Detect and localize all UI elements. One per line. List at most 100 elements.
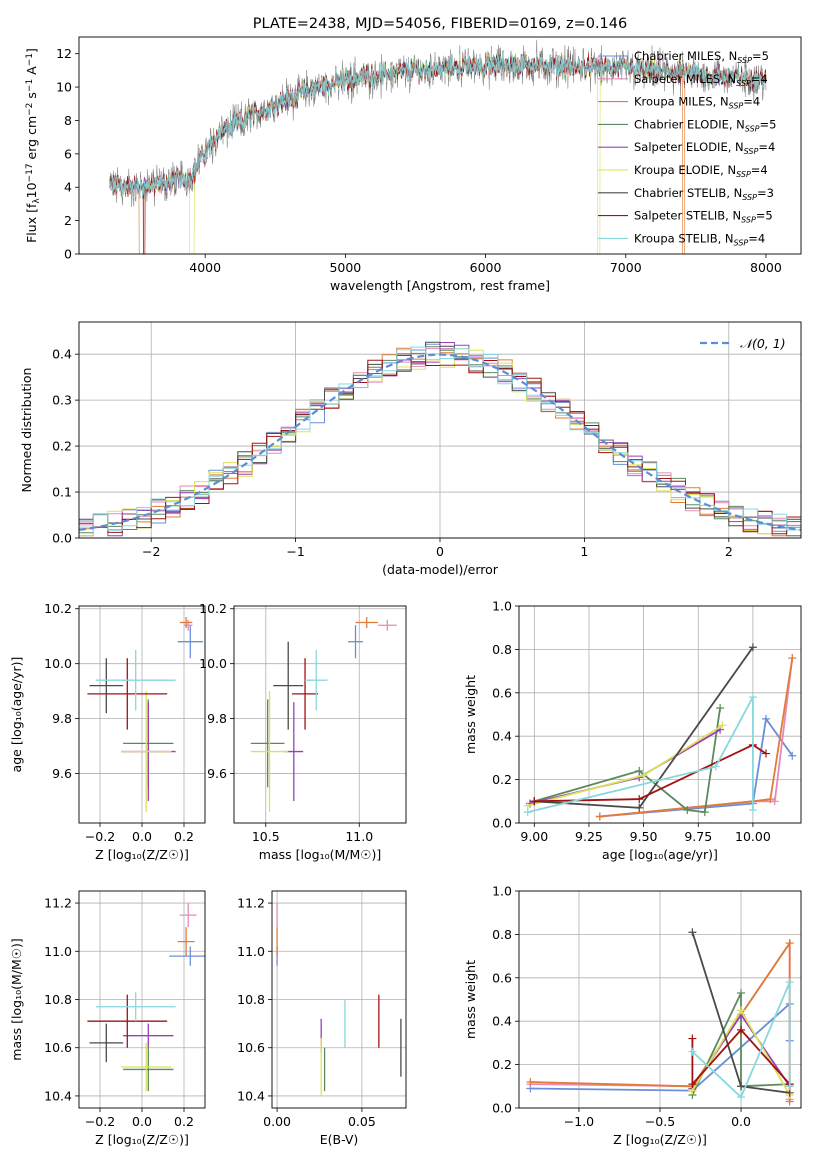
legend-label: Chabrier MILES, NSSP=5: [634, 49, 769, 65]
y-tick-label: 0.6: [492, 685, 512, 700]
legend-label-part: SSP: [734, 238, 749, 247]
y-tick-label: 0.0: [52, 531, 72, 546]
y-label-part: erg cm: [24, 116, 39, 164]
age_vs_Z-axes: −0.2 0.0 0.2 9.6 9.8 10.0 10.2 Z [log₁₀(Z/Z☉)] a…: [9, 601, 206, 862]
residuals-axes: −2 −1 0 1 2 0.0 0.1 0.2 0.3 0.4 (data-model)/error…: [19, 321, 802, 577]
errorbar-point: [291, 658, 319, 730]
y-tick-label: 10.8: [237, 992, 265, 1007]
weight-line: [691, 1028, 791, 1087]
y-tick-label: 9.6: [207, 766, 227, 781]
legend-label-part: SSP: [741, 216, 756, 225]
x-tick-label: 0.0: [132, 829, 152, 844]
y-axis-label: Flux [fλ10−17 erg cm−2 s−1 A−1]: [24, 48, 42, 243]
weight-line: [691, 992, 790, 1096]
weight-marker: [748, 805, 757, 814]
x-tick-label: 9.25: [575, 829, 603, 844]
weight-series-kroupa-stelib: [688, 978, 794, 1102]
weight-marker: [688, 1080, 697, 1089]
y-axis-label: age [log₁₀(age/yr)]: [9, 657, 24, 773]
y-tick-label: 0.3: [52, 393, 72, 408]
y-tick-label: 4: [64, 180, 72, 195]
y-tick-label: 0.2: [492, 1057, 512, 1072]
legend-label-part: Chabrier ELODIE, N: [634, 117, 745, 131]
errorbar-point: [250, 699, 285, 788]
legend-label: Kroupa MILES, NSSP=4: [634, 95, 760, 111]
errorbar-point: [179, 903, 197, 928]
age_vs_mass-axes: 10.5 11.0 9.6 9.8 10.0 10.2 mass [log₁₀(M/M☉)]: [199, 601, 407, 862]
y-label-part: ]: [24, 48, 39, 53]
weight-marker: [748, 643, 757, 652]
weight-series-chabrier-elodie: [530, 703, 725, 817]
x-axis-label: E(B-V): [320, 1132, 359, 1147]
y-tick-label: 1.0: [492, 884, 512, 899]
y-axis-label: mass weight: [463, 675, 478, 754]
y-tick-label: 1.0: [492, 599, 512, 614]
legend-label-part: =4: [743, 95, 760, 109]
legend-label-part: Salpeter ELODIE, N: [634, 140, 744, 154]
errorbar-point: [87, 994, 168, 1048]
errorbar-point: [305, 649, 328, 711]
legend-label: Kroupa ELODIE, NSSP=4: [634, 163, 768, 179]
spectrum-plot: [109, 39, 767, 254]
weight-marker: [523, 808, 532, 817]
legend-label-part: Salpeter MILES, N: [634, 72, 736, 86]
chart-title: PLATE=2438, MJD=54056, FIBERID=0169, z=0…: [253, 16, 627, 32]
legend-label-part: SSP: [744, 147, 759, 156]
x-tick-label: 1: [580, 544, 588, 559]
legend-label-part: =5: [756, 209, 773, 223]
axes-frame: [78, 890, 206, 1109]
weight-marker: [737, 1006, 746, 1015]
y-tick-label: 0.8: [492, 642, 512, 657]
errorbar-point: [123, 1047, 174, 1092]
x-tick-label: 2: [725, 544, 733, 559]
legend-label-part: =3: [757, 186, 774, 200]
y-tick-label: 0.8: [492, 927, 512, 942]
y-tick-label: 10.0: [44, 656, 72, 671]
weight-marker: [711, 762, 720, 771]
age_vs_mass-plot: [250, 616, 397, 813]
x-tick-label: 0.0: [132, 1114, 152, 1129]
weight-marker: [639, 771, 648, 780]
legend-label-part: Chabrier STELIB, N: [634, 186, 742, 200]
legend-label: Chabrier ELODIE, NSSP=5: [634, 117, 776, 133]
legend-label: Kroupa STELIB, NSSP=4: [634, 231, 765, 247]
y-tick-label: 9.8: [207, 711, 227, 726]
weight-marker: [737, 1082, 746, 1091]
y-label-part: −17: [25, 163, 35, 182]
errorbar-point: [177, 927, 195, 957]
errorbar-point: [273, 641, 304, 730]
weight-line: [527, 696, 754, 813]
y-tick-label: 0.2: [492, 772, 512, 787]
legend-label-part: SSP: [736, 79, 751, 88]
weight-marker: [595, 812, 604, 821]
x-tick-label: 11.0: [345, 829, 373, 844]
legend-label-part: SSP: [729, 102, 744, 111]
weight-marker: [716, 703, 725, 712]
x-tick-label: 0.2: [174, 829, 194, 844]
weight-marker: [762, 714, 771, 723]
weight-marker: [737, 988, 746, 997]
weight-marker: [762, 749, 771, 758]
y-label-part: −2: [25, 103, 35, 116]
legend-label-part: SSP: [736, 170, 751, 179]
weight_vs_Z-axes: −1.0 −0.5 0.0 0.0 0.2 0.4 0.6 0.8 1.0 Z [log₁₀(Z/…: [463, 884, 802, 1147]
weight-line: [599, 657, 794, 818]
legend-label-part: =5: [752, 49, 769, 63]
weight_vs_age-axes: 9.00 9.25 9.50 9.75 10.00 0.0 0.2 0.4 0.6 0.8 1.0 a…: [463, 599, 802, 862]
errorbar-point: [121, 1042, 172, 1092]
y-tick-label: 10.4: [44, 1088, 72, 1103]
x-axis-label: Z [log₁₀(Z/Z☉)]: [95, 847, 189, 862]
normal-curve-line: [79, 353, 801, 531]
legend-label-part: =5: [760, 117, 777, 131]
axes-frame: [233, 605, 407, 824]
y-tick-label: 11.0: [237, 944, 265, 959]
axes-frame: [78, 36, 802, 255]
y-tick-label: 10.8: [44, 992, 72, 1007]
weight-marker: [748, 693, 757, 702]
x-tick-label: 9.50: [630, 829, 658, 844]
legend-label-part: SSP: [737, 56, 752, 65]
x-tick-label: 0.0: [731, 1114, 751, 1129]
y-tick-label: 10.2: [199, 601, 227, 616]
y-tick-label: 11.2: [237, 896, 265, 911]
